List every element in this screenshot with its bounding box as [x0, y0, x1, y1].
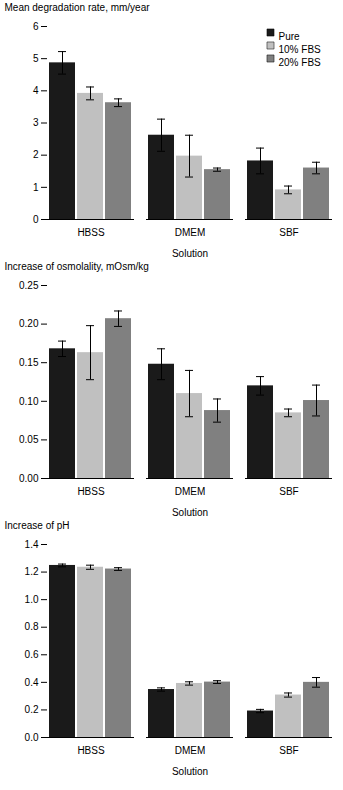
svg-text:0.15: 0.15 — [19, 357, 39, 368]
svg-text:HBSS: HBSS — [77, 745, 105, 756]
svg-text:HBSS: HBSS — [77, 227, 105, 238]
svg-text:DMEM: DMEM — [175, 227, 206, 238]
svg-text:4: 4 — [33, 85, 39, 96]
svg-text:0.8: 0.8 — [25, 621, 39, 632]
svg-text:0.4: 0.4 — [25, 677, 39, 688]
svg-text:0.05: 0.05 — [19, 434, 39, 445]
svg-text:DMEM: DMEM — [175, 745, 206, 756]
svg-text:0.6: 0.6 — [25, 649, 39, 660]
svg-text:3: 3 — [33, 117, 39, 128]
svg-text:Solution: Solution — [172, 507, 208, 518]
svg-text:Increase of pH: Increase of pH — [5, 520, 70, 531]
svg-text:0.0: 0.0 — [25, 732, 39, 743]
svg-text:Increase of osmolality, mOsm/k: Increase of osmolality, mOsm/kg — [5, 261, 149, 272]
svg-text:SBF: SBF — [279, 745, 298, 756]
svg-text:0.00: 0.00 — [19, 473, 39, 484]
svg-text:1.4: 1.4 — [25, 539, 39, 550]
svg-text:0: 0 — [33, 214, 39, 225]
svg-text:Solution: Solution — [172, 766, 208, 777]
svg-text:5: 5 — [33, 53, 39, 64]
svg-text:DMEM: DMEM — [175, 486, 206, 497]
svg-text:Pure: Pure — [279, 31, 301, 42]
svg-text:Solution: Solution — [172, 248, 208, 259]
svg-text:20% FBS: 20% FBS — [279, 57, 322, 68]
svg-text:0.2: 0.2 — [25, 704, 39, 715]
svg-text:SBF: SBF — [279, 486, 298, 497]
svg-text:1: 1 — [33, 182, 39, 193]
svg-text:1.0: 1.0 — [25, 594, 39, 605]
svg-text:SBF: SBF — [279, 227, 298, 238]
svg-text:0.25: 0.25 — [19, 280, 39, 291]
svg-text:0.20: 0.20 — [19, 318, 39, 329]
svg-text:10% FBS: 10% FBS — [279, 44, 322, 55]
svg-text:HBSS: HBSS — [77, 486, 105, 497]
svg-text:2: 2 — [33, 149, 39, 160]
svg-text:1.2: 1.2 — [25, 566, 39, 577]
svg-text:0.10: 0.10 — [19, 396, 39, 407]
svg-text:6: 6 — [33, 21, 39, 32]
svg-text:Mean degradation rate, mm/year: Mean degradation rate, mm/year — [5, 2, 151, 13]
